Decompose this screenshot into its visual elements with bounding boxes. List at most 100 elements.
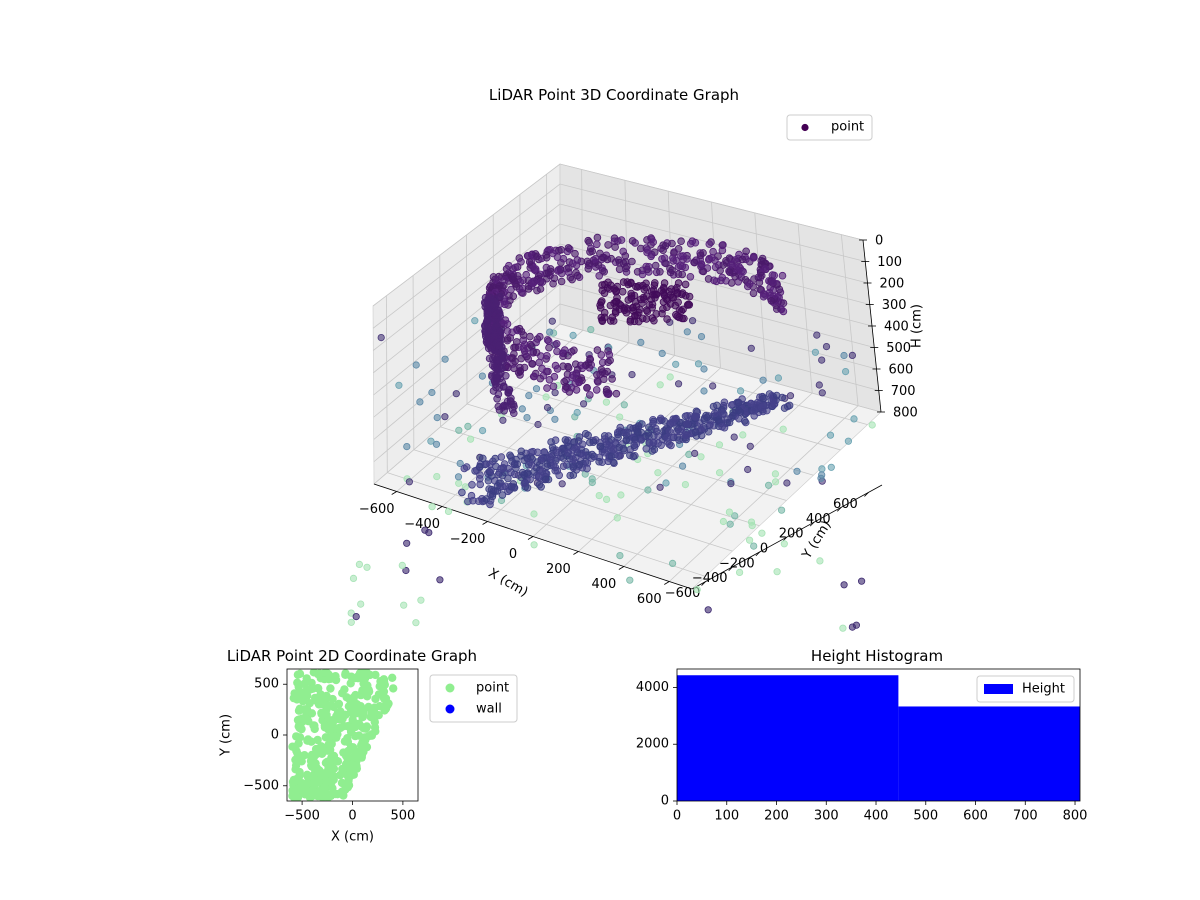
data-point — [668, 254, 677, 262]
data-point — [747, 344, 755, 352]
data-point — [712, 277, 721, 286]
data-point — [313, 735, 322, 745]
data-point — [468, 480, 476, 489]
data-point — [591, 254, 600, 263]
data-point — [575, 460, 584, 469]
data-point — [611, 297, 620, 306]
data-point — [759, 292, 768, 301]
data-point — [734, 398, 743, 407]
data-point — [304, 717, 313, 726]
data-point — [750, 407, 758, 415]
data-point — [600, 267, 608, 276]
data-point — [786, 392, 795, 400]
data-point — [305, 699, 314, 708]
data-point — [511, 279, 519, 287]
data-point — [615, 258, 624, 267]
data-point — [628, 257, 636, 266]
data-point — [744, 465, 752, 474]
data-point — [749, 253, 758, 262]
data-point — [485, 307, 494, 316]
histogram-bar — [898, 706, 1080, 801]
data-point — [593, 233, 602, 242]
x-tick-label: 500 — [390, 809, 415, 824]
data-point — [607, 452, 616, 461]
data-point — [525, 391, 533, 400]
y-tick — [837, 507, 842, 512]
data-point — [501, 276, 509, 284]
data-point — [326, 745, 335, 754]
x-tick-label: 0 — [673, 809, 681, 824]
data-point — [868, 421, 876, 429]
data-point — [697, 431, 706, 440]
data-point — [363, 681, 372, 690]
data-point — [674, 270, 683, 279]
data-point — [507, 453, 515, 461]
data-point — [839, 624, 847, 632]
data-point — [321, 669, 331, 677]
data-point — [632, 282, 640, 291]
legend-2d: point wall — [429, 674, 518, 723]
data-point — [605, 350, 614, 359]
data-point — [612, 389, 621, 398]
data-point — [545, 453, 554, 462]
data-point — [511, 263, 520, 272]
data-point — [818, 471, 826, 479]
data-point — [616, 413, 624, 421]
data-point — [527, 461, 536, 469]
histogram-bar — [677, 675, 899, 801]
data-point — [673, 312, 682, 321]
grid-line — [373, 323, 882, 485]
data-point — [347, 618, 355, 626]
data-point — [543, 351, 551, 360]
data-point — [395, 381, 403, 389]
data-point — [643, 248, 651, 257]
data-point — [495, 341, 504, 350]
data-point — [558, 480, 566, 488]
data-point — [678, 462, 687, 470]
data-point — [816, 557, 824, 565]
data-point — [497, 364, 506, 373]
data-point — [623, 278, 631, 286]
data-point — [602, 385, 611, 394]
data-point — [734, 266, 742, 275]
x-tick-label: 500 — [913, 809, 938, 824]
points-3d — [347, 233, 876, 632]
data-point — [759, 376, 767, 384]
data-point — [323, 793, 333, 801]
data-point — [726, 520, 734, 528]
data-point — [848, 351, 857, 359]
data-point — [337, 778, 347, 788]
x-tick — [573, 551, 579, 555]
data-point — [486, 460, 494, 469]
data-point — [519, 331, 528, 339]
data-point — [322, 710, 331, 720]
y-tick-label: 2000 — [636, 737, 669, 752]
data-point — [827, 463, 835, 471]
data-point — [529, 277, 538, 286]
data-point — [725, 268, 734, 277]
data-point — [595, 271, 603, 280]
data-point — [444, 507, 453, 515]
data-point — [696, 251, 705, 260]
data-point — [295, 756, 304, 766]
y-tick — [728, 566, 733, 571]
data-point — [656, 483, 664, 491]
data-point — [478, 454, 487, 463]
data-point — [456, 459, 464, 468]
data-point — [568, 373, 577, 382]
data-point — [716, 266, 724, 275]
x-tick-label: 0 — [348, 809, 356, 824]
data-point — [520, 479, 529, 488]
data-point — [759, 394, 767, 403]
data-point — [688, 237, 697, 246]
data-point — [379, 694, 389, 703]
data-point — [517, 354, 525, 363]
data-point — [718, 422, 726, 431]
data-point — [725, 508, 734, 516]
y-axis-label: Y (cm) — [219, 714, 234, 757]
data-point — [718, 246, 727, 255]
data-point — [377, 333, 385, 342]
data-point — [631, 312, 639, 320]
data-point — [551, 415, 559, 423]
data-point — [777, 506, 786, 514]
